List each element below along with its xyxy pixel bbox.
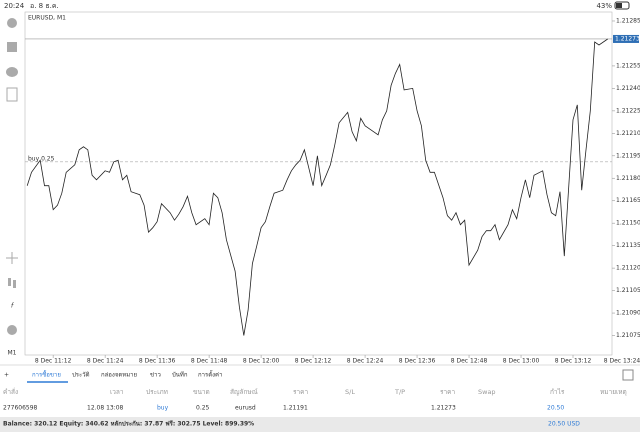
timeframe-icon[interactable]: M1	[8, 350, 17, 357]
x-tick-label: 8 Dec 13:00	[503, 358, 540, 365]
y-tick-label: 1.21120	[616, 265, 640, 272]
table-cell: 20.50	[547, 405, 564, 412]
y-tick-label: 1.21150	[616, 220, 640, 227]
y-tick-label: 1.21210	[616, 130, 640, 137]
chart-frame	[24, 11, 613, 356]
table-cell: 0.25	[196, 405, 210, 412]
chart-title: EURUSD, M1	[28, 15, 66, 22]
x-tick-label: 8 Dec 13:12	[555, 358, 592, 365]
price-line	[26, 38, 608, 336]
x-tick-label: 8 Dec 12:36	[399, 358, 436, 365]
x-tick-label: 8 Dec 12:24	[347, 358, 384, 365]
table-cell: 12.08 13:08	[87, 405, 124, 412]
table-header: T/P	[394, 388, 405, 396]
add-button[interactable]: +	[4, 372, 9, 379]
table-cell: buy	[157, 405, 169, 412]
bid-label-box	[613, 34, 639, 43]
x-tick-label: 8 Dec 11:48	[191, 358, 228, 365]
table-header: หมายเหตุ	[600, 388, 627, 396]
y-tick-label: 1.21285	[616, 17, 640, 24]
table-header: ขนาด	[193, 388, 210, 396]
candles-icon[interactable]	[8, 278, 11, 286]
table-header: คำสั่ง	[3, 387, 18, 396]
candles-icon-2	[13, 280, 16, 288]
y-tick-label: 1.21180	[616, 175, 640, 182]
tab[interactable]: การซื้อขาย	[32, 369, 61, 379]
x-tick-label: 8 Dec 11:36	[139, 358, 176, 365]
account-icon[interactable]	[7, 18, 17, 28]
battery-icon	[614, 1, 630, 10]
toolbar: f M1	[6, 18, 18, 357]
y-tick-label: 1.21135	[616, 242, 640, 249]
layout-button[interactable]	[622, 369, 634, 381]
status-date: อ. 8 ธ.ค.	[30, 2, 59, 10]
y-tick-label: 1.21195	[616, 152, 640, 159]
y-tick-label: 1.21090	[616, 310, 640, 317]
y-tick-label: 1.21105	[616, 287, 640, 294]
chat-icon[interactable]	[6, 67, 18, 77]
table-cell: 277606598	[3, 405, 38, 412]
table-header: ประเภท	[146, 388, 168, 396]
x-tick-label: 8 Dec 12:48	[451, 358, 488, 365]
table-header: ราคา	[440, 388, 455, 396]
x-tick-label: 8 Dec 13:24	[604, 358, 640, 365]
table-cell: 1.21191	[283, 405, 308, 412]
table-cell: eurusd	[235, 405, 256, 412]
footer-bar	[0, 417, 640, 432]
table-header: ราคา	[293, 388, 308, 396]
tab[interactable]: กล่องจดหมาย	[101, 372, 137, 379]
trade-icon[interactable]	[7, 42, 17, 52]
footer-total: 20.50 USD	[548, 421, 580, 428]
table-header: สัญลักษณ์	[230, 388, 258, 396]
bid-label: 1.21273	[615, 35, 640, 42]
status-time: 20:24	[4, 2, 25, 10]
y-tick-label: 1.21075	[616, 332, 640, 339]
y-tick-label: 1.21255	[616, 62, 640, 69]
tab[interactable]: การตั้งค่า	[198, 369, 222, 379]
table-cell: 1.21273	[431, 405, 456, 412]
x-tick-label: 8 Dec 12:00	[243, 358, 280, 365]
tab[interactable]: ข่าว	[150, 372, 161, 379]
indicators-icon[interactable]: f	[11, 303, 14, 310]
footer-summary: Balance: 320.12 Equity: 340.62 หลักประกั…	[3, 420, 254, 428]
x-tick-label: 8 Dec 11:24	[87, 358, 124, 365]
order-line-label: buy 0.25	[28, 155, 55, 162]
status-battery: 43%	[596, 2, 612, 10]
x-tick-label: 8 Dec 12:12	[295, 358, 332, 365]
battery-level	[616, 3, 622, 8]
tab[interactable]: บันทึก	[172, 372, 188, 379]
x-tick-label: 8 Dec 11:12	[35, 358, 72, 365]
tab[interactable]: ประวัติ	[72, 372, 90, 379]
table-header: กำไร	[550, 388, 565, 396]
y-tick-label: 1.21225	[616, 107, 640, 114]
y-tick-label: 1.21165	[616, 197, 640, 204]
table-header: S/L	[345, 388, 355, 396]
y-tick-label: 1.21240	[616, 85, 640, 92]
table-header: เวลา	[110, 388, 124, 396]
table-header: Swap	[478, 388, 496, 396]
objects-icon[interactable]	[7, 325, 17, 335]
new-order-icon[interactable]	[6, 87, 18, 102]
